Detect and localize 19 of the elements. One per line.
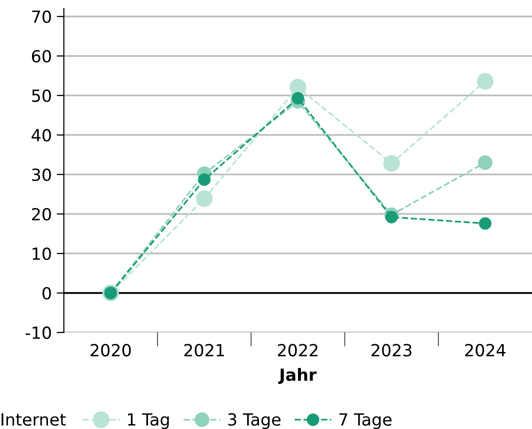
y-tick-label: 0	[42, 286, 51, 300]
x-tick-label: 2021	[184, 344, 224, 356]
x-tick-label: 2024	[465, 344, 506, 356]
y-tick-label: 10	[32, 247, 51, 260]
y-tick-label: 40	[32, 128, 51, 142]
x-axis-title: Jahr	[278, 368, 317, 384]
x-tick-label: 2022	[278, 344, 318, 356]
legend-label: 1 Tag	[128, 413, 169, 429]
y-tick-label: -10	[26, 326, 51, 340]
y-tick-label: 60	[32, 50, 51, 63]
y-tick-label: 20	[32, 208, 51, 221]
legend-label: 3 Tage	[228, 413, 280, 429]
x-tick-label: 2023	[372, 344, 412, 356]
y-tick-label: 50	[32, 89, 51, 102]
y-tick-label: 30	[32, 168, 51, 182]
x-tick-label: 2020	[90, 344, 131, 356]
legend-label: 7 Tage	[339, 413, 392, 429]
legend-title: Internet	[2, 413, 66, 426]
y-tick-label: 70	[32, 10, 51, 24]
